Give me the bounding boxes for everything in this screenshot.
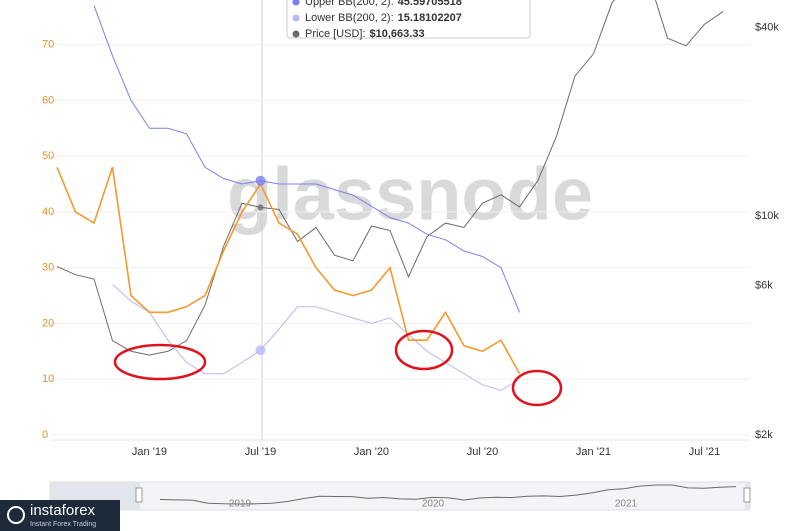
annotations bbox=[113, 329, 563, 407]
navigator-label: 2019 bbox=[229, 499, 252, 510]
hover-dot bbox=[255, 345, 266, 356]
logo-tagline: Instant Forex Trading bbox=[30, 521, 96, 528]
tooltip: Upper BB(200, 2): 45.59705518 Lower BB(200… bbox=[286, 0, 531, 40]
tooltip-label: Upper BB(200, 2): bbox=[305, 0, 394, 8]
navigator-label: 2021 bbox=[615, 499, 638, 510]
navigator-handle[interactable] bbox=[743, 487, 751, 503]
y-tick-label: 60 bbox=[42, 94, 54, 106]
series-line bbox=[56, 0, 724, 356]
y2-tick-label: $6k bbox=[755, 280, 773, 292]
tooltip-value: 45.59705518 bbox=[398, 0, 462, 8]
tooltip-value: 15.18102207 bbox=[398, 12, 462, 24]
tooltip-label: Lower BB(200, 2): bbox=[305, 12, 394, 24]
x-tick-label: Jul '21 bbox=[689, 446, 720, 458]
y-tick-label: 40 bbox=[42, 206, 54, 218]
tooltip-dot bbox=[292, 0, 300, 6]
tooltip-dot bbox=[292, 14, 300, 22]
y-tick-label: 70 bbox=[42, 39, 54, 51]
navigator-label: 2020 bbox=[422, 499, 445, 510]
x-tick-label: Jan '21 bbox=[576, 446, 611, 458]
series-line bbox=[112, 284, 520, 391]
y2-tick-label: $40k bbox=[755, 22, 779, 34]
y-tick-label: 20 bbox=[42, 317, 54, 329]
y-tick-label: 50 bbox=[42, 150, 54, 162]
y2-tick-label: $2k bbox=[755, 429, 773, 441]
series-line bbox=[56, 166, 521, 375]
watermark: glassnode bbox=[227, 153, 593, 236]
y-tick-label: 10 bbox=[42, 373, 54, 385]
tooltip-label: Price [USD]: bbox=[305, 28, 366, 40]
plot-area bbox=[56, 0, 724, 391]
x-tick-label: Jan '20 bbox=[354, 446, 389, 458]
y2-tick-label: $10k bbox=[755, 210, 779, 222]
navigator-line bbox=[159, 484, 737, 505]
tooltip-dot bbox=[292, 30, 300, 38]
tooltip-box bbox=[286, 0, 531, 39]
x-tick-label: Jul '19 bbox=[245, 446, 276, 458]
x-tick-label: Jan '19 bbox=[132, 446, 167, 458]
series-line bbox=[93, 5, 520, 313]
y-tick-label: 0 bbox=[42, 429, 48, 441]
highlight-circle bbox=[394, 329, 454, 371]
hover-dot bbox=[255, 175, 266, 186]
logo-name: instaforex bbox=[30, 502, 96, 519]
hover-dot bbox=[257, 204, 264, 211]
highlight-circle bbox=[113, 343, 207, 381]
x-tick-label: Jul '20 bbox=[467, 446, 498, 458]
logo-icon bbox=[7, 506, 25, 524]
highlight-circle bbox=[511, 369, 563, 407]
navigator-handle[interactable] bbox=[135, 487, 143, 503]
tooltip-value: $10,663.33 bbox=[370, 28, 425, 40]
y-tick-label: 30 bbox=[42, 262, 54, 274]
logo-box bbox=[0, 500, 120, 531]
